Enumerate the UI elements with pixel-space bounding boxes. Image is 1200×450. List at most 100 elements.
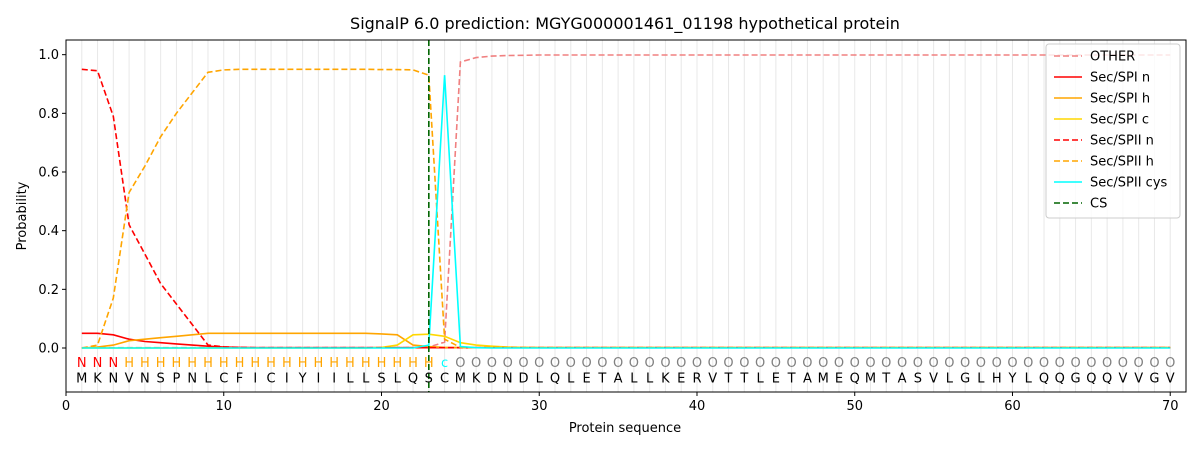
residue-label: F [236,371,243,386]
residue-label: I [285,371,289,386]
residue-label: E [772,371,780,386]
residue-label: Q [1039,371,1049,386]
residue-label: L [756,371,764,386]
region-label: O [1039,356,1049,371]
residue-label: V [708,371,717,386]
y-tick-label: 0.6 [38,166,59,181]
residue-label: H [992,371,1002,386]
region-label: O [723,356,733,371]
legend-label: OTHER [1090,50,1135,65]
region-label: O [1086,356,1096,371]
region-label: O [692,356,702,371]
series-line-sec-spi-h [81,332,1171,349]
region-label: H [250,356,260,371]
residue-label: T [724,371,733,386]
residue-label: C [440,371,449,386]
x-tick-label: 60 [1004,399,1021,414]
legend-label: Sec/SPII cys [1090,176,1168,191]
region-label: O [881,356,891,371]
residue-label: A [803,371,812,386]
region-label: H [314,356,324,371]
region-label: O [897,356,907,371]
residue-label: L [1025,371,1033,386]
region-label: O [1118,356,1128,371]
residue-label: L [394,371,402,386]
region-label: O [1023,356,1033,371]
x-tick-label: 50 [846,399,863,414]
residue-label: L [362,371,370,386]
residue-label: V [1118,371,1127,386]
residue-label: E [835,371,843,386]
region-label: H [282,356,292,371]
residue-label: V [125,371,134,386]
region-label: H [266,356,276,371]
region-label: H [329,356,339,371]
region-label: O [1165,356,1175,371]
legend-label: CS [1090,197,1107,212]
residue-label: L [536,371,544,386]
residue-label: L [346,371,354,386]
region-label: O [455,356,465,371]
region-label: H [203,356,213,371]
residue-label: D [487,371,497,386]
region-label: H [156,356,166,371]
legend-label: Sec/SPII n [1090,134,1154,149]
series-layer [81,40,1171,392]
region-label: O [913,356,923,371]
residue-label: M [865,371,876,386]
region-label: O [1102,356,1112,371]
region-label: O [676,356,686,371]
series-line-other [81,54,1171,349]
residue-label: L [630,371,638,386]
residue-label: K [472,371,481,386]
region-label: H [392,356,402,371]
residue-label: Q [850,371,860,386]
region-label: O [708,356,718,371]
region-label: H [345,356,355,371]
region-label: O [992,356,1002,371]
residue-label: L [567,371,575,386]
region-label: O [597,356,607,371]
region-label: O [518,356,528,371]
residue-label: G [1149,371,1159,386]
residue-label: Q [550,371,560,386]
y-tick-label: 0.4 [38,224,59,239]
x-tick-label: 20 [373,399,390,414]
x-tick-label: 70 [1162,399,1179,414]
residue-label: A [614,371,623,386]
region-label: H [124,356,134,371]
region-label: O [1007,356,1017,371]
region-label: O [660,356,670,371]
residue-label: I [253,371,257,386]
residue-label: S [914,371,922,386]
region-label: O [818,356,828,371]
y-axis-label: Probability [15,181,30,250]
region-label: O [928,356,938,371]
x-axis-label: Protein sequence [569,421,681,436]
region-label: c [441,356,448,371]
region-label: O [960,356,970,371]
residue-label: Q [1086,371,1096,386]
region-label: O [566,356,576,371]
residue-label: Y [298,371,307,386]
region-label: O [550,356,560,371]
residue-label: G [1071,371,1081,386]
region-label: O [471,356,481,371]
x-tick-label: 30 [531,399,548,414]
region-label: O [755,356,765,371]
x-tick-label: 40 [689,399,706,414]
x-tick-label: 10 [215,399,232,414]
residue-label: I [332,371,336,386]
region-label: O [865,356,875,371]
region-label: O [1070,356,1080,371]
residue-label: K [93,371,102,386]
region-label: H [361,356,371,371]
residue-label: R [692,371,701,386]
legend-label: Sec/SPI c [1090,113,1149,128]
region-label: N [108,356,118,371]
residue-label: K [661,371,670,386]
region-label: O [1055,356,1065,371]
residue-label: A [898,371,907,386]
residue-label: N [187,371,197,386]
